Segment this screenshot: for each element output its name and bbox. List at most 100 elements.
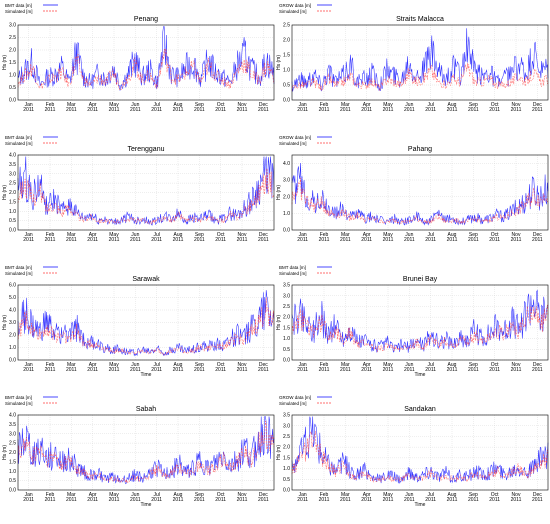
legend-label: BMT data [m] <box>5 395 32 400</box>
legend-label: Simulated [m] <box>5 271 33 276</box>
x-tick-month: Jun <box>405 492 413 498</box>
x-tick-month: Dec <box>259 102 268 108</box>
x-tick-month: Jun <box>405 362 413 368</box>
x-tick-year: 2011 <box>194 367 205 373</box>
x-tick-year: 2011 <box>425 367 436 373</box>
y-tick-label: 3.0 <box>283 423 290 429</box>
y-tick-label: 3.0 <box>9 431 16 437</box>
y-tick-label: 2.0 <box>9 333 16 339</box>
x-tick-month: Jan <box>299 362 307 368</box>
chart-panel-terengganu: Terengganu BMT data [m]Simulated [m] 0.0 0.… <box>2 135 275 243</box>
x-tick-month: May <box>109 362 119 368</box>
y-tick-label: 2.5 <box>9 181 16 187</box>
plot-frame <box>291 284 549 361</box>
x-tick-year: 2011 <box>447 107 458 113</box>
x-tick-year: 2011 <box>383 367 394 373</box>
x-axis-label: Time <box>141 502 152 508</box>
y-tick-label: 1.0 <box>9 73 16 79</box>
y-tick-label: 3.0 <box>283 293 290 299</box>
plot-frame <box>17 154 275 231</box>
chart-title: Sandakan <box>404 406 436 413</box>
x-tick-year: 2011 <box>425 107 436 113</box>
x-tick-month: Feb <box>46 232 55 238</box>
x-tick-year: 2011 <box>383 107 394 113</box>
y-tick-label: 0.0 <box>9 488 16 494</box>
x-tick-month: Jul <box>153 492 159 498</box>
y-tick-label: 0.5 <box>283 477 290 483</box>
x-tick-year: 2011 <box>340 497 351 503</box>
y-tick-label: 0.0 <box>283 358 290 364</box>
series-line-observed <box>291 289 549 353</box>
legend-label: Simulated [m] <box>5 141 33 146</box>
series-line-simulated <box>17 48 275 91</box>
y-axis-label: Hs (m) <box>276 185 282 200</box>
x-tick-year: 2011 <box>237 237 248 243</box>
y-tick-label: 1.0 <box>283 68 290 74</box>
x-tick-month: Jul <box>427 362 433 368</box>
y-tick-label: 4.0 <box>9 308 16 314</box>
legend-label: GROW data [m] <box>279 395 311 400</box>
plot-frame <box>291 24 549 101</box>
x-tick-year: 2011 <box>340 367 351 373</box>
y-tick-label: 0.0 <box>9 358 16 364</box>
x-tick-year: 2011 <box>130 107 141 113</box>
x-tick-month: Jun <box>405 232 413 238</box>
x-tick-month: May <box>383 102 393 108</box>
x-tick-month: May <box>383 362 393 368</box>
x-tick-year: 2011 <box>532 237 543 243</box>
x-tick-month: Jun <box>131 492 139 498</box>
y-tick-label: 1.5 <box>9 199 16 205</box>
x-tick-year: 2011 <box>383 237 394 243</box>
series-line-simulated <box>291 304 549 353</box>
y-tick-label: 3.5 <box>9 162 16 168</box>
x-tick-month: Apr <box>89 102 97 108</box>
x-tick-year: 2011 <box>297 367 308 373</box>
legend-label: Simulated [m] <box>279 141 307 146</box>
x-tick-year: 2011 <box>66 237 77 243</box>
chart-legend: GROW data [m]Simulated [m] <box>279 395 332 406</box>
x-tick-month: Jul <box>427 102 433 108</box>
x-tick-month: Feb <box>320 492 329 498</box>
x-tick-month: Feb <box>320 102 329 108</box>
x-tick-year: 2011 <box>173 367 184 373</box>
x-tick-month: Oct <box>491 492 499 498</box>
x-tick-year: 2011 <box>468 237 479 243</box>
y-tick-label: 3.5 <box>283 413 290 419</box>
plot-frame <box>291 414 549 491</box>
y-tick-label: 2.5 <box>9 35 16 41</box>
x-tick-year: 2011 <box>258 237 269 243</box>
y-tick-label: 2.5 <box>9 441 16 447</box>
x-tick-year: 2011 <box>468 497 479 503</box>
x-tick-month: Nov <box>238 362 247 368</box>
x-tick-year: 2011 <box>447 497 458 503</box>
x-tick-month: Sep <box>469 102 478 108</box>
x-axis-label: Time <box>141 372 152 378</box>
series-line-simulated <box>291 177 549 225</box>
x-tick-year: 2011 <box>468 367 479 373</box>
x-tick-year: 2011 <box>109 237 120 243</box>
x-tick-year: 2011 <box>215 497 226 503</box>
y-tick-label: 1.5 <box>283 455 290 461</box>
x-tick-month: Aug <box>448 492 457 498</box>
x-tick-month: Dec <box>533 362 542 368</box>
x-tick-month: Dec <box>533 102 542 108</box>
x-tick-year: 2011 <box>511 237 522 243</box>
x-tick-month: Jan <box>299 102 307 108</box>
y-tick-label: 0.0 <box>283 488 290 494</box>
x-tick-year: 2011 <box>151 497 162 503</box>
x-tick-month: Apr <box>363 362 371 368</box>
y-tick-label: 1.0 <box>283 211 290 217</box>
x-tick-month: Jul <box>153 102 159 108</box>
x-tick-month: Dec <box>259 492 268 498</box>
x-tick-year: 2011 <box>130 497 141 503</box>
x-tick-month: Mar <box>67 232 76 238</box>
y-tick-label: 0.5 <box>283 347 290 353</box>
chart-grid <box>18 284 274 361</box>
x-tick-year: 2011 <box>194 107 205 113</box>
x-tick-year: 2011 <box>109 497 120 503</box>
y-tick-label: 0.5 <box>9 218 16 224</box>
x-tick-year: 2011 <box>489 107 500 113</box>
x-tick-year: 2011 <box>489 237 500 243</box>
x-tick-year: 2011 <box>23 107 34 113</box>
